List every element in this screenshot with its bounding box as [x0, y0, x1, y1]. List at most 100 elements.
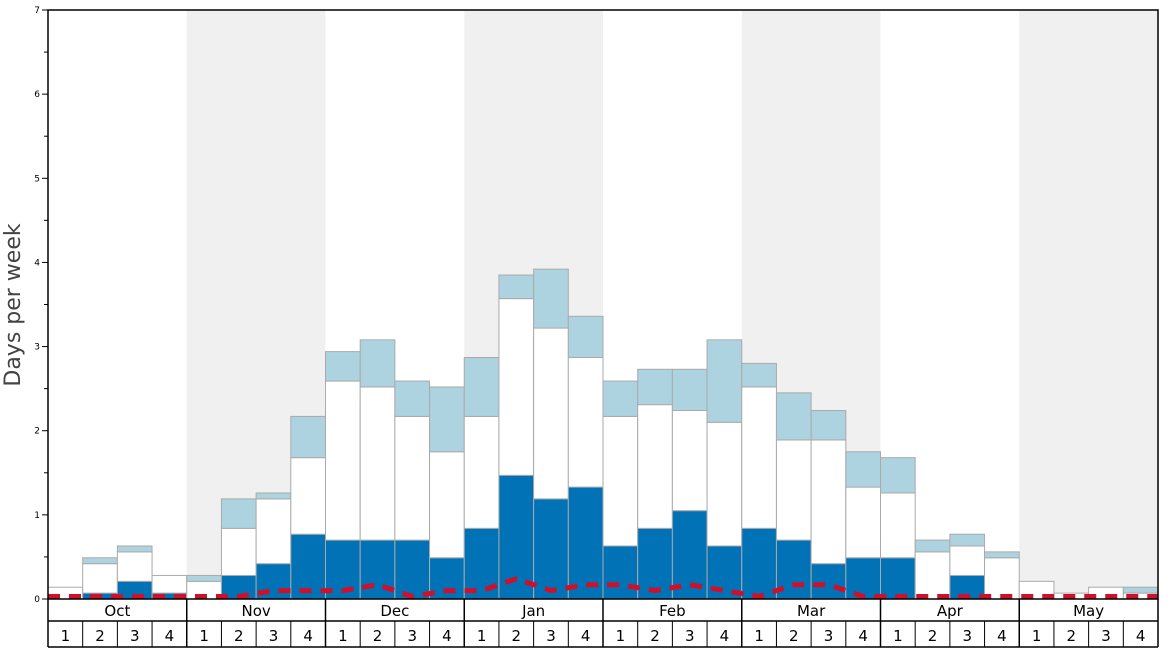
- bar-segment: [498, 274, 535, 300]
- bar-segment: [394, 380, 431, 417]
- bar-segment: [220, 498, 257, 529]
- y-tick-label: 0: [34, 595, 40, 605]
- y-axis-title: Days per week: [1, 223, 26, 386]
- week-label: 4: [165, 627, 175, 645]
- week-label: 2: [234, 627, 244, 645]
- bar-segment: [914, 539, 951, 553]
- bar-segment: [429, 451, 465, 559]
- bar-segment: [741, 527, 777, 600]
- month-label-nov: Nov: [241, 602, 270, 620]
- y-tick-label: 5: [34, 174, 40, 184]
- month-label-jan: Jan: [521, 602, 545, 620]
- bar-segment: [394, 415, 431, 541]
- week-label: 1: [893, 627, 903, 645]
- week-label: 3: [407, 627, 417, 645]
- bar-segment: [775, 439, 812, 541]
- week-label: 2: [512, 627, 522, 645]
- bar-segment: [984, 551, 1020, 559]
- bar-segment: [567, 357, 604, 488]
- bar-segment: [533, 268, 569, 329]
- week-label: 2: [1067, 627, 1077, 645]
- bar-segment: [810, 439, 847, 565]
- week-label: 1: [199, 627, 209, 645]
- week-label: 2: [650, 627, 660, 645]
- bar-segment: [880, 457, 916, 494]
- bar-segment: [741, 386, 777, 529]
- bar-segment: [949, 533, 986, 547]
- week-label: 4: [581, 627, 591, 645]
- bar-segment: [394, 539, 431, 600]
- bar-segment: [533, 327, 569, 500]
- bar-segment: [741, 362, 777, 388]
- week-label: 4: [442, 627, 452, 645]
- x-axis: Oct 1 2 3 4 Nov 1 2 3 4 Dec 1 2 3 4 Jan 1 2 3 4 Feb 1 2 3 4 Mar 1 2…: [47, 599, 1159, 648]
- month-label-dec: Dec: [380, 602, 409, 620]
- bar-segment: [914, 551, 951, 600]
- y-tick-label: 2: [34, 427, 40, 437]
- bar-segment: [810, 410, 847, 441]
- week-label: 3: [962, 627, 972, 645]
- week-label: 3: [685, 627, 695, 645]
- bar-segment: [359, 339, 396, 388]
- month-label-mar: Mar: [797, 602, 826, 620]
- bar-segment: [255, 498, 292, 565]
- month-label-may: May: [1073, 602, 1104, 620]
- bar-segment: [116, 551, 153, 582]
- bar-segment: [602, 415, 639, 547]
- bar-segment: [706, 339, 743, 423]
- bar-segment: [810, 563, 847, 600]
- week-label: 2: [928, 627, 938, 645]
- bar-segment: [82, 557, 118, 565]
- bar-segment: [671, 410, 708, 512]
- bar-segment: [880, 557, 916, 600]
- week-label: 4: [858, 627, 868, 645]
- week-label: 3: [269, 627, 279, 645]
- bar-segment: [602, 380, 639, 417]
- bar-segment: [637, 527, 673, 600]
- week-label: 3: [546, 627, 556, 645]
- bar-segment: [290, 415, 326, 459]
- bar-segment: [498, 298, 535, 476]
- week-label: 4: [997, 627, 1007, 645]
- bar-segment: [116, 545, 153, 553]
- week-label: 4: [720, 627, 730, 645]
- bar-segment: [845, 557, 881, 600]
- bar-segment: [82, 563, 118, 594]
- bar-segment: [845, 486, 881, 559]
- bar-segment: [949, 545, 986, 576]
- y-tick-label: 4: [34, 258, 40, 268]
- bar-segment: [637, 368, 673, 406]
- bar-segment: [186, 574, 222, 582]
- week-label: 3: [130, 627, 140, 645]
- week-label: 4: [1136, 627, 1146, 645]
- bar-segment: [429, 386, 465, 453]
- bar-segment: [671, 368, 708, 412]
- bar-segment: [602, 545, 639, 600]
- week-label: 1: [616, 627, 626, 645]
- week-label: 1: [61, 627, 71, 645]
- average-line-path: [48, 576, 1158, 600]
- week-label: 1: [754, 627, 764, 645]
- bar-segment: [463, 357, 500, 417]
- bar-segment: [325, 351, 361, 382]
- y-tick-label: 7: [34, 6, 40, 16]
- month-label-apr: Apr: [937, 602, 964, 620]
- month-shade-may: [1019, 10, 1158, 599]
- bar-segment: [845, 451, 881, 488]
- week-label: 2: [789, 627, 799, 645]
- bar-segment: [567, 315, 604, 359]
- week-label: 1: [477, 627, 487, 645]
- y-axis: 0 1 2 3 4 5 6 7: [34, 6, 48, 605]
- bar-segment: [255, 492, 292, 500]
- bar-segment: [1122, 586, 1159, 594]
- y-tick-label: 6: [34, 90, 40, 100]
- week-label: 2: [95, 627, 105, 645]
- bar-segment: [637, 404, 673, 529]
- average-line: [48, 576, 1158, 600]
- y-tick-label: 1: [34, 511, 40, 521]
- bar-segment: [706, 421, 743, 547]
- week-label: 4: [303, 627, 313, 645]
- week-label: 3: [824, 627, 834, 645]
- bar-segment: [220, 527, 257, 576]
- month-label-oct: Oct: [104, 602, 130, 620]
